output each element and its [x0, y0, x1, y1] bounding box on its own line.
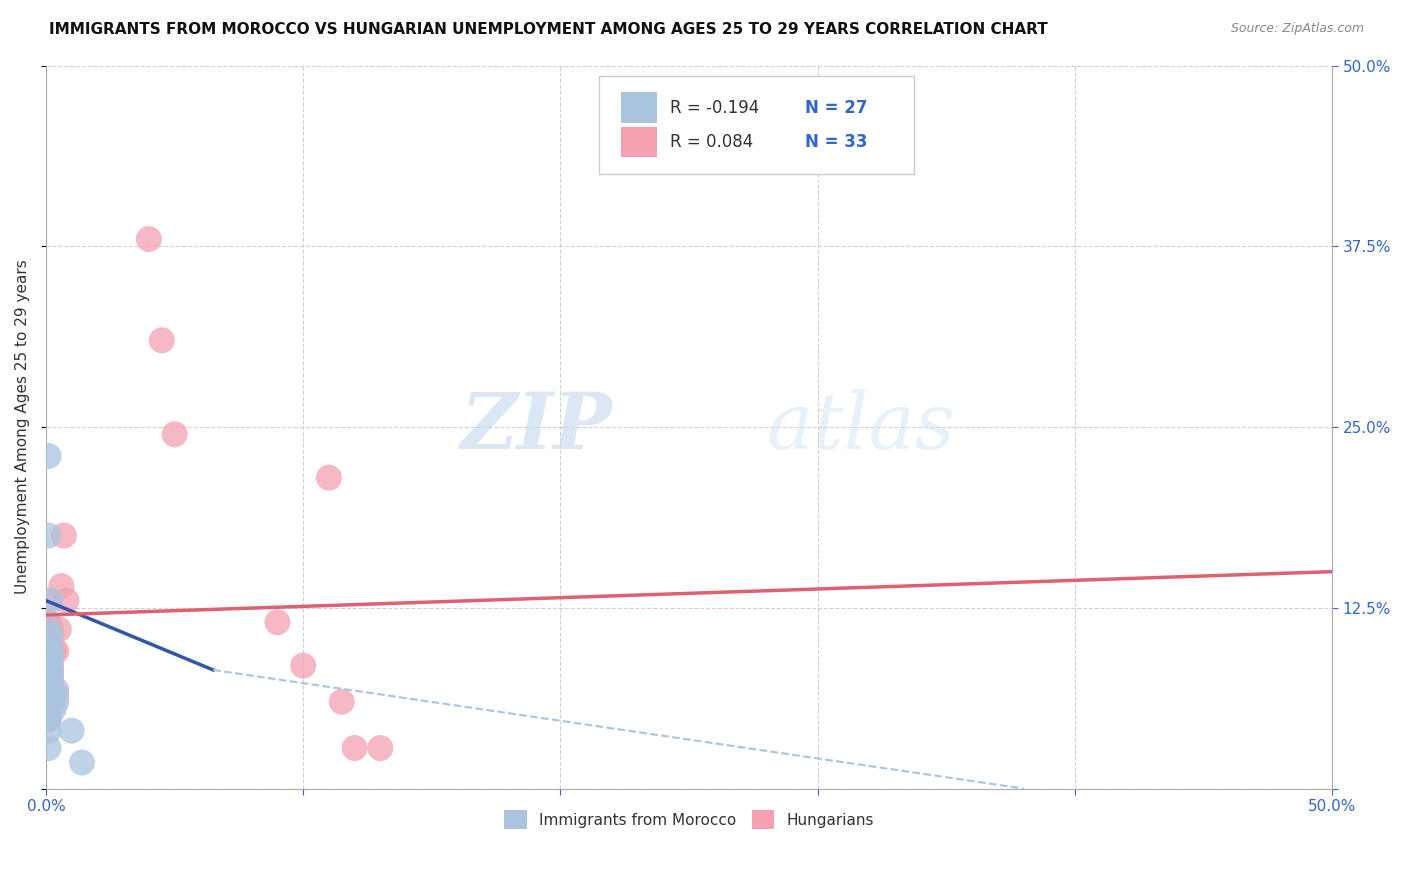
Point [38, 644, 60, 658]
Point [38, 702, 60, 716]
Point [318, 471, 340, 485]
Point [38, 654, 60, 668]
Point [38, 593, 60, 607]
Text: ZIP: ZIP [460, 389, 612, 466]
Point [138, 232, 160, 246]
Point [42, 644, 65, 658]
Point [39, 665, 62, 680]
Point [163, 427, 186, 442]
Point [39, 593, 62, 607]
Point [55, 593, 77, 607]
Text: Source: ZipAtlas.com: Source: ZipAtlas.com [1230, 22, 1364, 36]
Text: N = 27: N = 27 [804, 98, 868, 117]
Point [48, 623, 70, 637]
Point [39, 673, 62, 687]
Point [38, 528, 60, 542]
Point [330, 695, 353, 709]
Point [39, 623, 62, 637]
Point [150, 334, 173, 348]
Point [38, 449, 60, 463]
Legend: Immigrants from Morocco, Hungarians: Immigrants from Morocco, Hungarians [498, 805, 880, 835]
Text: N = 33: N = 33 [804, 133, 868, 152]
Point [39, 630, 62, 644]
Point [38, 665, 60, 680]
Point [38, 669, 60, 683]
Point [38, 663, 60, 677]
Point [38, 637, 60, 651]
Point [38, 681, 60, 695]
Point [51, 579, 73, 593]
Point [38, 741, 60, 756]
Point [39, 648, 62, 663]
Point [38, 658, 60, 673]
Point [38, 615, 60, 630]
Point [370, 741, 392, 756]
Point [38, 673, 60, 687]
Bar [621, 127, 657, 157]
Point [45, 695, 67, 709]
Point [53, 528, 76, 542]
Point [38, 695, 60, 709]
Point [38, 683, 60, 698]
Y-axis label: Unemployment Among Ages 25 to 29 years: Unemployment Among Ages 25 to 29 years [15, 260, 30, 594]
Text: IMMIGRANTS FROM MOROCCO VS HUNGARIAN UNEMPLOYMENT AMONG AGES 25 TO 29 YEARS CORR: IMMIGRANTS FROM MOROCCO VS HUNGARIAN UNE… [49, 22, 1047, 37]
Point [38, 623, 60, 637]
Point [39, 669, 62, 683]
Point [39, 658, 62, 673]
Point [38, 644, 60, 658]
Point [42, 702, 65, 716]
Point [38, 723, 60, 738]
Text: atlas: atlas [766, 389, 955, 466]
Point [292, 658, 315, 673]
Point [39, 644, 62, 658]
Point [45, 688, 67, 702]
Point [38, 712, 60, 726]
Bar [621, 93, 657, 123]
Point [39, 651, 62, 665]
FancyBboxPatch shape [599, 77, 914, 174]
Point [70, 756, 93, 770]
Text: R = 0.084: R = 0.084 [669, 133, 754, 152]
Point [38, 683, 60, 698]
Point [60, 723, 83, 738]
Point [38, 673, 60, 687]
Text: R = -0.194: R = -0.194 [669, 98, 759, 117]
Point [39, 688, 62, 702]
Point [39, 677, 62, 691]
Point [38, 698, 60, 712]
Point [38, 712, 60, 726]
Point [38, 709, 60, 723]
Point [45, 644, 67, 658]
Point [266, 615, 288, 630]
Point [39, 663, 62, 677]
Point [343, 741, 366, 756]
Point [45, 683, 67, 698]
